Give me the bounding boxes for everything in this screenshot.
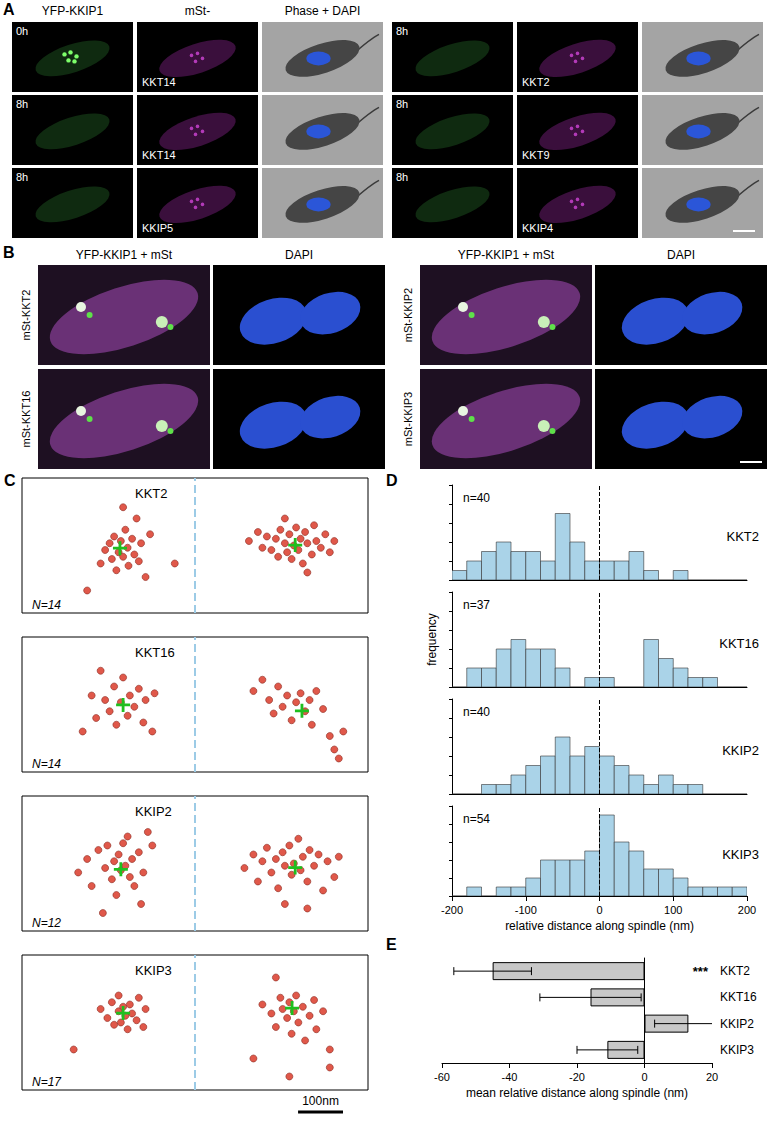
- svg-text:DAPI: DAPI: [285, 248, 313, 262]
- svg-text:KKIP5: KKIP5: [142, 222, 173, 234]
- svg-text:frequency: frequency: [425, 613, 439, 666]
- svg-text:100: 100: [664, 904, 682, 916]
- svg-text:8h: 8h: [396, 25, 408, 37]
- svg-text:N=14: N=14: [32, 598, 61, 612]
- svg-text:N=12: N=12: [32, 916, 61, 930]
- svg-text:YFP-KKIP1 + mSt: YFP-KKIP1 + mSt: [458, 248, 555, 262]
- svg-text:KKT2: KKT2: [522, 76, 550, 88]
- svg-text:100nm: 100nm: [302, 1094, 339, 1108]
- svg-text:KKT2: KKT2: [726, 529, 759, 544]
- svg-text:mSt-KKIP3: mSt-KKIP3: [402, 392, 414, 446]
- svg-text:-40: -40: [502, 1071, 518, 1083]
- svg-text:mSt-KKT16: mSt-KKT16: [20, 391, 32, 448]
- svg-text:N=14: N=14: [32, 757, 61, 771]
- svg-text:Phase + DAPI: Phase + DAPI: [285, 4, 361, 18]
- svg-text:***: ***: [693, 964, 709, 979]
- svg-text:n=37: n=37: [463, 598, 490, 612]
- svg-text:KKIP2: KKIP2: [135, 804, 172, 819]
- svg-text:n=40: n=40: [463, 705, 490, 719]
- svg-text:relative distance along spindl: relative distance along spindle (nm): [505, 919, 694, 933]
- svg-text:KKT14: KKT14: [142, 149, 176, 161]
- svg-text:DAPI: DAPI: [667, 248, 695, 262]
- svg-text:C: C: [4, 472, 16, 489]
- svg-text:200: 200: [738, 904, 756, 916]
- svg-text:mSt-KKIP2: mSt-KKIP2: [402, 288, 414, 342]
- svg-text:8h: 8h: [396, 98, 408, 110]
- svg-text:-200: -200: [441, 904, 463, 916]
- svg-text:KKT16: KKT16: [720, 990, 757, 1004]
- svg-text:mSt-: mSt-: [185, 4, 210, 18]
- svg-text:n=54: n=54: [463, 812, 490, 826]
- svg-text:KKT14: KKT14: [142, 76, 176, 88]
- svg-text:8h: 8h: [16, 171, 28, 183]
- svg-text:KKIP2: KKIP2: [720, 1017, 754, 1031]
- svg-text:KKT9: KKT9: [522, 149, 550, 161]
- svg-text:mean relative distance along s: mean relative distance along spindle (nm…: [466, 1086, 688, 1100]
- svg-text:KKT16: KKT16: [135, 645, 175, 660]
- svg-text:B: B: [3, 244, 15, 261]
- svg-text:KKIP4: KKIP4: [522, 222, 553, 234]
- svg-text:KKT16: KKT16: [719, 636, 759, 651]
- svg-text:YFP-KKIP1: YFP-KKIP1: [42, 4, 104, 18]
- svg-text:KKT2: KKT2: [135, 486, 168, 501]
- svg-text:D: D: [386, 472, 398, 489]
- svg-text:8h: 8h: [396, 171, 408, 183]
- svg-text:KKT2: KKT2: [720, 964, 750, 978]
- svg-text:mSt-KKT2: mSt-KKT2: [20, 290, 32, 341]
- svg-text:-20: -20: [569, 1071, 585, 1083]
- svg-text:0: 0: [596, 904, 602, 916]
- svg-text:0h: 0h: [16, 25, 28, 37]
- svg-text:KKIP2: KKIP2: [722, 743, 759, 758]
- svg-text:KKIP3: KKIP3: [135, 963, 172, 978]
- svg-text:8h: 8h: [16, 98, 28, 110]
- svg-text:-60: -60: [434, 1071, 450, 1083]
- svg-text:-100: -100: [515, 904, 537, 916]
- svg-text:KKIP3: KKIP3: [720, 1043, 754, 1057]
- svg-text:YFP-KKIP1 + mSt: YFP-KKIP1 + mSt: [76, 248, 173, 262]
- svg-text:A: A: [3, 1, 15, 18]
- svg-text:KKIP3: KKIP3: [722, 847, 759, 862]
- svg-text:E: E: [386, 936, 397, 953]
- svg-text:0: 0: [641, 1071, 647, 1083]
- svg-text:20: 20: [706, 1071, 718, 1083]
- svg-text:N=17: N=17: [32, 1075, 62, 1089]
- svg-text:n=40: n=40: [463, 491, 490, 505]
